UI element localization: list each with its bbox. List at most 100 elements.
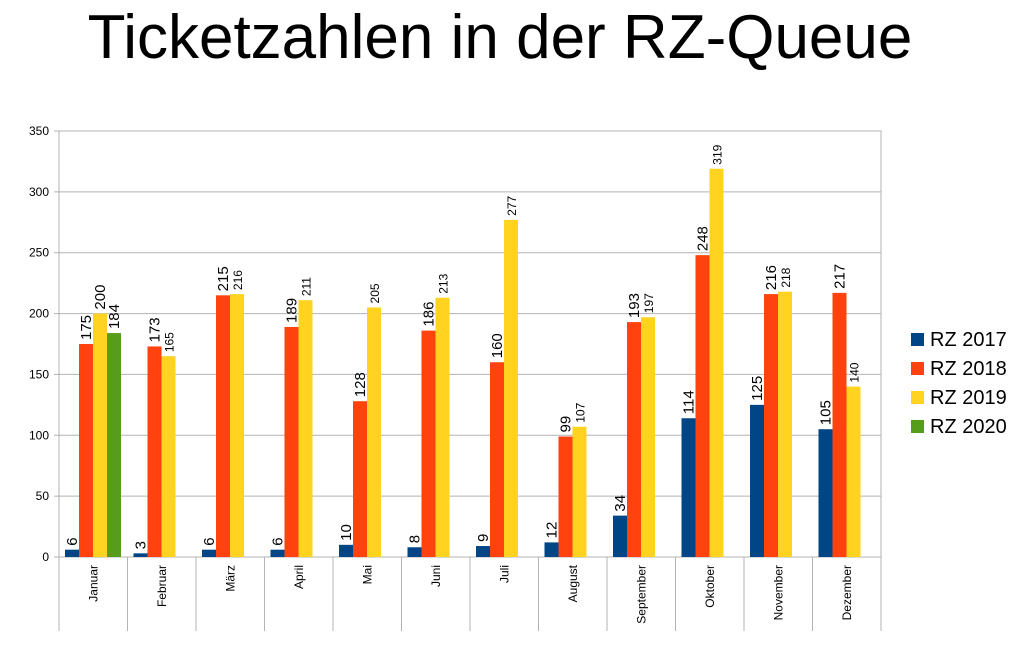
bar [695, 255, 710, 558]
bar [544, 542, 559, 557]
bar [202, 549, 216, 557]
data-label: 9 [475, 534, 492, 542]
chart-title: Ticketzahlen in der RZ-Queue [87, 3, 913, 72]
bar [476, 546, 490, 557]
x-tick-label: März [223, 565, 237, 592]
legend-label: RZ 2018 [930, 358, 1007, 380]
data-label: 125 [749, 376, 766, 401]
data-label: 184 [106, 304, 123, 329]
y-tick-label: 0 [42, 550, 49, 564]
bar [79, 344, 93, 557]
data-label: 215 [215, 266, 232, 291]
data-label: 114 [681, 390, 698, 414]
data-label: 218 [779, 267, 793, 287]
bar [818, 429, 833, 557]
data-label: 216 [763, 265, 780, 290]
data-label: 189 [284, 298, 301, 323]
data-label: 99 [558, 416, 575, 433]
data-label: 34 [612, 495, 629, 512]
x-tick-label: Januar [86, 565, 100, 602]
y-tick-label: 350 [29, 124, 49, 138]
x-tick-label: April [292, 565, 306, 589]
bar [367, 307, 381, 557]
x-tick-label: Oktober [703, 565, 717, 608]
bar [778, 291, 792, 557]
data-label: 217 [832, 264, 849, 289]
bar [681, 418, 696, 557]
data-label: 128 [352, 372, 369, 397]
legend-swatch [911, 391, 924, 404]
data-label: 6 [64, 537, 81, 545]
bar [407, 547, 422, 557]
y-tick-label: 250 [29, 246, 49, 260]
data-label: 140 [848, 362, 862, 382]
bar [65, 549, 79, 557]
bar [613, 515, 627, 557]
data-label: 8 [407, 535, 424, 543]
x-tick-label: Juli [497, 565, 511, 583]
bar [641, 317, 655, 557]
data-label: 277 [505, 196, 519, 216]
bar [161, 356, 176, 557]
data-label: 216 [231, 270, 245, 290]
data-label: 200 [92, 285, 109, 310]
data-label: 10 [338, 524, 355, 541]
legend-swatch [911, 362, 924, 375]
bar [147, 346, 162, 557]
bar [504, 219, 518, 557]
bar [216, 295, 230, 557]
x-tick-label: Dezember [840, 565, 854, 620]
legend-swatch [911, 333, 924, 346]
x-tick-label: September [634, 565, 648, 624]
y-tick-label: 200 [29, 307, 49, 321]
bar [107, 333, 121, 557]
data-label: 6 [201, 537, 218, 545]
bar [284, 326, 299, 557]
data-label: 213 [437, 273, 451, 293]
bar [832, 292, 847, 557]
data-label: 248 [695, 226, 712, 251]
bar [230, 294, 244, 557]
bar [353, 401, 367, 557]
bar [421, 330, 436, 557]
y-tick-label: 150 [29, 367, 49, 381]
data-label: 6 [270, 537, 287, 545]
x-tick-label: November [771, 565, 785, 620]
data-label: 160 [489, 333, 506, 358]
x-tick-label: Februar [155, 565, 169, 607]
bar [270, 549, 285, 557]
bar [490, 362, 504, 557]
bar [435, 297, 450, 557]
x-tick-label: Juni [429, 565, 443, 587]
data-label: 186 [421, 302, 438, 327]
bar [764, 294, 778, 557]
bar [846, 386, 861, 557]
data-label: 105 [818, 400, 835, 425]
y-tick-label: 300 [29, 185, 49, 199]
legend-swatch [911, 420, 924, 433]
bar [93, 313, 107, 557]
data-label: 173 [147, 317, 164, 342]
x-tick-label: August [566, 564, 580, 602]
y-tick-label: 100 [29, 428, 49, 442]
data-label: 165 [163, 332, 177, 352]
data-label: 197 [642, 293, 656, 313]
bar [298, 300, 313, 557]
data-label: 12 [544, 522, 561, 539]
legend-label: RZ 2017 [930, 329, 1007, 351]
data-label: 175 [78, 315, 95, 340]
bar [133, 553, 148, 557]
bar [339, 544, 353, 557]
x-tick-label: Mai [360, 565, 374, 584]
bar [709, 168, 724, 557]
bar [572, 426, 587, 557]
data-label: 107 [574, 402, 588, 422]
data-label: 3 [133, 541, 150, 549]
data-label: 319 [711, 144, 725, 164]
legend-label: RZ 2020 [930, 416, 1007, 438]
legend-label: RZ 2019 [930, 387, 1007, 409]
data-label: 193 [626, 293, 643, 318]
bar [558, 436, 573, 557]
bar [750, 404, 764, 557]
